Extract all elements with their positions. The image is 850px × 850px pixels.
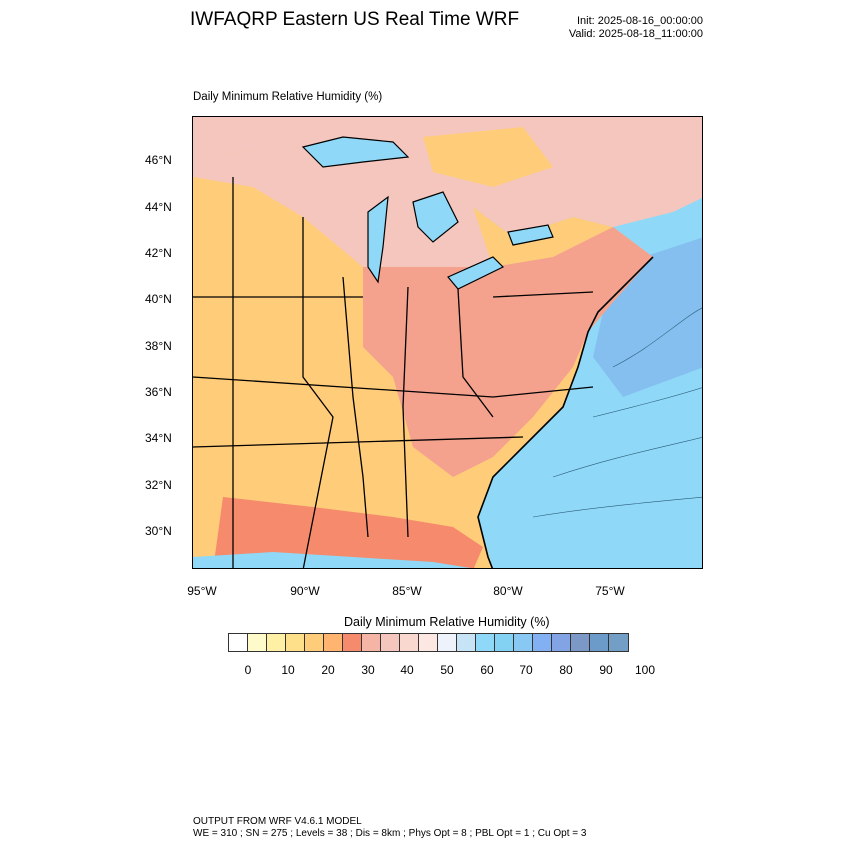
- lat-label: 44°N: [145, 200, 172, 214]
- gulf-of-mexico: [193, 552, 471, 568]
- colorbar-tick-label: 0: [244, 663, 252, 677]
- lake-erie: [447, 256, 505, 290]
- gulf-coast-band: [213, 497, 483, 568]
- ocean-contours: [532, 307, 702, 518]
- lat-label: 30°N: [145, 524, 172, 538]
- state-borders: [193, 177, 594, 568]
- colorbar-swatch: [248, 634, 267, 651]
- colorbar-swatch: [495, 634, 514, 651]
- colorbar-swatch: [514, 634, 533, 651]
- colorbar-swatch: [305, 634, 324, 651]
- colorbar-swatch: [400, 634, 419, 651]
- colorbar-tick-label: 80: [559, 663, 573, 677]
- lake-ontario: [507, 224, 554, 246]
- model-footer: OUTPUT FROM WRF V4.6.1 MODEL WE = 310 ; …: [193, 816, 586, 840]
- colorbar-swatch: [362, 634, 381, 651]
- colorbar-swatch: [609, 634, 628, 651]
- plot-label: Daily Minimum Relative Humidity (%): [193, 91, 383, 103]
- lake-huron: [412, 191, 459, 243]
- lat-label: 40°N: [145, 292, 172, 306]
- lake-superior: [301, 136, 410, 168]
- north-rh-band: [193, 147, 493, 267]
- footer-line-1: OUTPUT FROM WRF V4.6.1 MODEL: [193, 816, 362, 827]
- init-time: Init: 2025-08-16_00:00:00: [577, 15, 703, 27]
- time-info: Init: 2025-08-16_00:00:00 Valid: 2025-08…: [569, 15, 703, 41]
- page-title: IWFAQRP Eastern US Real Time WRF: [190, 9, 520, 30]
- colorbar: [228, 633, 629, 652]
- lat-label: 34°N: [145, 431, 172, 445]
- colorbar-swatch: [590, 634, 609, 651]
- colorbar-tick-label: 20: [321, 663, 335, 677]
- colorbar-tick-label: 90: [599, 663, 613, 677]
- footer-line-2: WE = 310 ; SN = 275 ; Levels = 38 ; Dis …: [193, 828, 587, 839]
- colorbar-tick-label: 50: [440, 663, 454, 677]
- colorbar-title: Daily Minimum Relative Humidity (%): [344, 615, 550, 629]
- lon-label: 75°W: [595, 584, 625, 598]
- colorbar-tick-label: 30: [361, 663, 375, 677]
- colorbar-swatch: [286, 634, 305, 651]
- colorbar-swatch: [438, 634, 457, 651]
- lon-label: 95°W: [187, 584, 217, 598]
- lon-label: 90°W: [290, 584, 320, 598]
- colorbar-swatch: [457, 634, 476, 651]
- map-panel: [192, 116, 703, 569]
- mid-rh-band: [363, 227, 653, 477]
- lake-michigan: [367, 195, 389, 284]
- colorbar-swatch: [267, 634, 286, 651]
- colorbar-swatch: [552, 634, 571, 651]
- colorbar-tick-label: 70: [519, 663, 533, 677]
- colorbar-tick-label: 10: [281, 663, 295, 677]
- lat-label: 36°N: [145, 385, 172, 399]
- colorbar-swatch: [343, 634, 362, 651]
- canada-dry-patch: [423, 127, 553, 187]
- lon-label: 80°W: [493, 584, 523, 598]
- atlantic-coastline: [477, 256, 654, 568]
- valid-time: Valid: 2025-08-18_11:00:00: [568, 28, 703, 40]
- rh-map: [193, 117, 702, 568]
- colorbar-swatch: [476, 634, 495, 651]
- lat-label: 42°N: [145, 246, 172, 260]
- lat-label: 38°N: [145, 339, 172, 353]
- colorbar-tick-label: 40: [400, 663, 414, 677]
- lon-label: 85°W: [392, 584, 422, 598]
- colorbar-swatch: [324, 634, 343, 651]
- colorbar-swatch: [571, 634, 590, 651]
- lat-label: 46°N: [145, 153, 172, 167]
- colorbar-tick-label: 60: [480, 663, 494, 677]
- colorbar-swatch: [533, 634, 552, 651]
- colorbar-tick-label: 100: [634, 663, 656, 677]
- colorbar-swatch: [419, 634, 438, 651]
- colorbar-swatch: [381, 634, 400, 651]
- lat-label: 32°N: [145, 478, 172, 492]
- colorbar-swatch: [229, 634, 248, 651]
